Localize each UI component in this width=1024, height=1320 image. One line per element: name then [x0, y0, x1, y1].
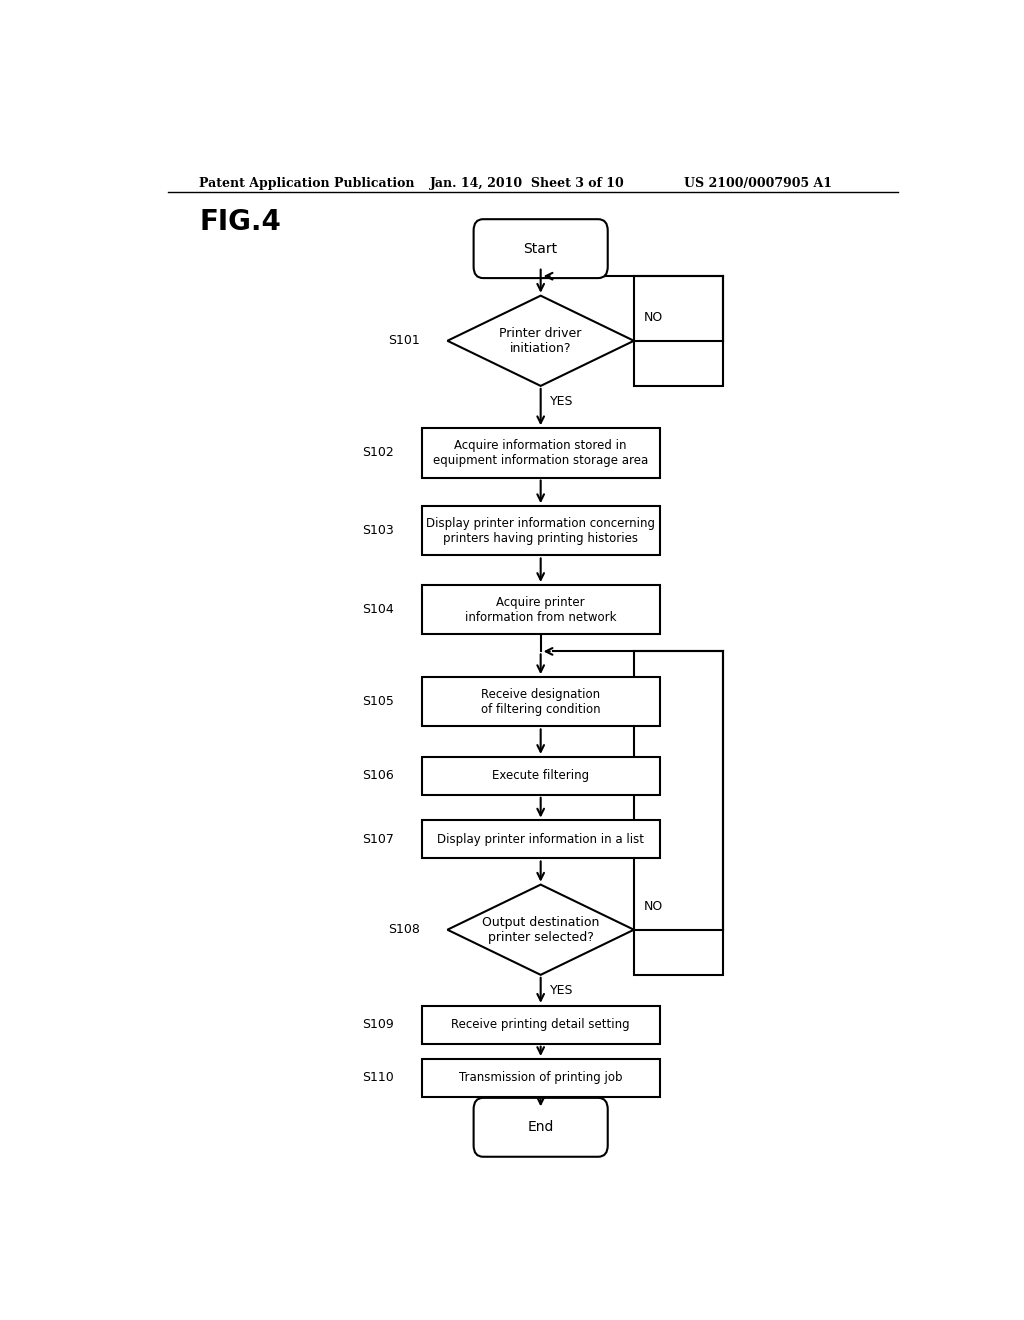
Bar [422, 756, 659, 795]
Text: Printer driver
initiation?: Printer driver initiation? [500, 327, 582, 355]
Text: Receive printing detail setting: Receive printing detail setting [452, 1018, 630, 1031]
Bar [422, 506, 659, 556]
Text: Output destination
printer selected?: Output destination printer selected? [482, 916, 599, 944]
Text: S103: S103 [362, 524, 394, 537]
Text: Jan. 14, 2010  Sheet 3 of 10: Jan. 14, 2010 Sheet 3 of 10 [430, 177, 625, 190]
Text: S108: S108 [388, 923, 420, 936]
Text: Display printer information concerning
printers having printing histories: Display printer information concerning p… [426, 516, 655, 545]
Text: US 2100/0007905 A1: US 2100/0007905 A1 [684, 177, 831, 190]
Bar [422, 1006, 659, 1044]
Text: S104: S104 [362, 603, 394, 616]
Text: Start: Start [523, 242, 558, 256]
Text: End: End [527, 1121, 554, 1134]
FancyBboxPatch shape [474, 219, 607, 279]
Text: Acquire information stored in
equipment information storage area: Acquire information stored in equipment … [433, 438, 648, 467]
Text: S102: S102 [362, 446, 394, 459]
Bar [422, 821, 659, 858]
Bar [422, 585, 659, 635]
Text: Patent Application Publication: Patent Application Publication [200, 177, 415, 190]
Text: YES: YES [550, 985, 573, 998]
Bar [634, 651, 723, 975]
Bar [422, 428, 659, 478]
Polygon shape [447, 884, 634, 975]
Text: Execute filtering: Execute filtering [493, 770, 589, 783]
Polygon shape [447, 296, 634, 385]
FancyBboxPatch shape [474, 1098, 607, 1156]
Text: S107: S107 [361, 833, 394, 846]
Text: YES: YES [550, 396, 573, 408]
Text: Receive designation
of filtering condition: Receive designation of filtering conditi… [481, 688, 600, 715]
Text: Acquire printer
information from network: Acquire printer information from network [465, 595, 616, 623]
Text: S110: S110 [362, 1072, 394, 1085]
Bar [422, 1059, 659, 1097]
Text: Transmission of printing job: Transmission of printing job [459, 1072, 623, 1085]
Bar [634, 276, 723, 385]
Text: S105: S105 [361, 696, 394, 709]
Text: S109: S109 [362, 1018, 394, 1031]
Text: NO: NO [643, 310, 663, 323]
Text: NO: NO [643, 900, 663, 912]
Text: FIG.4: FIG.4 [200, 207, 282, 236]
Bar [422, 677, 659, 726]
Text: Display printer information in a list: Display printer information in a list [437, 833, 644, 846]
Text: S101: S101 [388, 334, 420, 347]
Text: S106: S106 [362, 770, 394, 783]
